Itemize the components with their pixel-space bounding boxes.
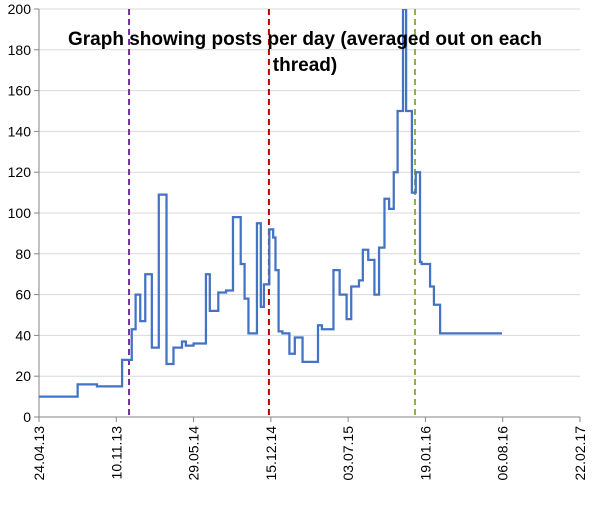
x-tick-label-6: 06.08.16 bbox=[495, 426, 511, 481]
x-tick-label-0: 24.04.13 bbox=[31, 426, 47, 481]
x-tick-label-2: 29.05.14 bbox=[186, 426, 202, 481]
y-tick-label-0: 0 bbox=[23, 409, 31, 425]
x-tick-label-5: 19.01.16 bbox=[417, 426, 433, 481]
x-tick-label-7: 22.02.17 bbox=[572, 426, 588, 481]
y-tick-label-20: 20 bbox=[15, 368, 31, 384]
chart-title-line-2: thread) bbox=[272, 55, 338, 76]
y-tick-label-80: 80 bbox=[15, 246, 31, 262]
y-tick-label-40: 40 bbox=[15, 327, 31, 343]
y-tick-label-180: 180 bbox=[8, 42, 32, 58]
y-tick-label-200: 200 bbox=[8, 1, 32, 17]
y-tick-label-120: 120 bbox=[8, 164, 32, 180]
series-line-0 bbox=[39, 9, 502, 398]
x-tick-label-3: 15.12.14 bbox=[263, 426, 279, 481]
x-tick-label-1: 10.11.13 bbox=[108, 426, 124, 480]
x-tick-label-4: 03.07.15 bbox=[340, 426, 356, 481]
y-tick-label-160: 160 bbox=[8, 83, 32, 99]
y-tick-label-60: 60 bbox=[15, 287, 31, 303]
chart-title-line-1: Graph showing posts per day (averaged ou… bbox=[67, 29, 543, 50]
y-tick-label-100: 100 bbox=[8, 205, 32, 221]
y-tick-label-140: 140 bbox=[8, 123, 32, 139]
